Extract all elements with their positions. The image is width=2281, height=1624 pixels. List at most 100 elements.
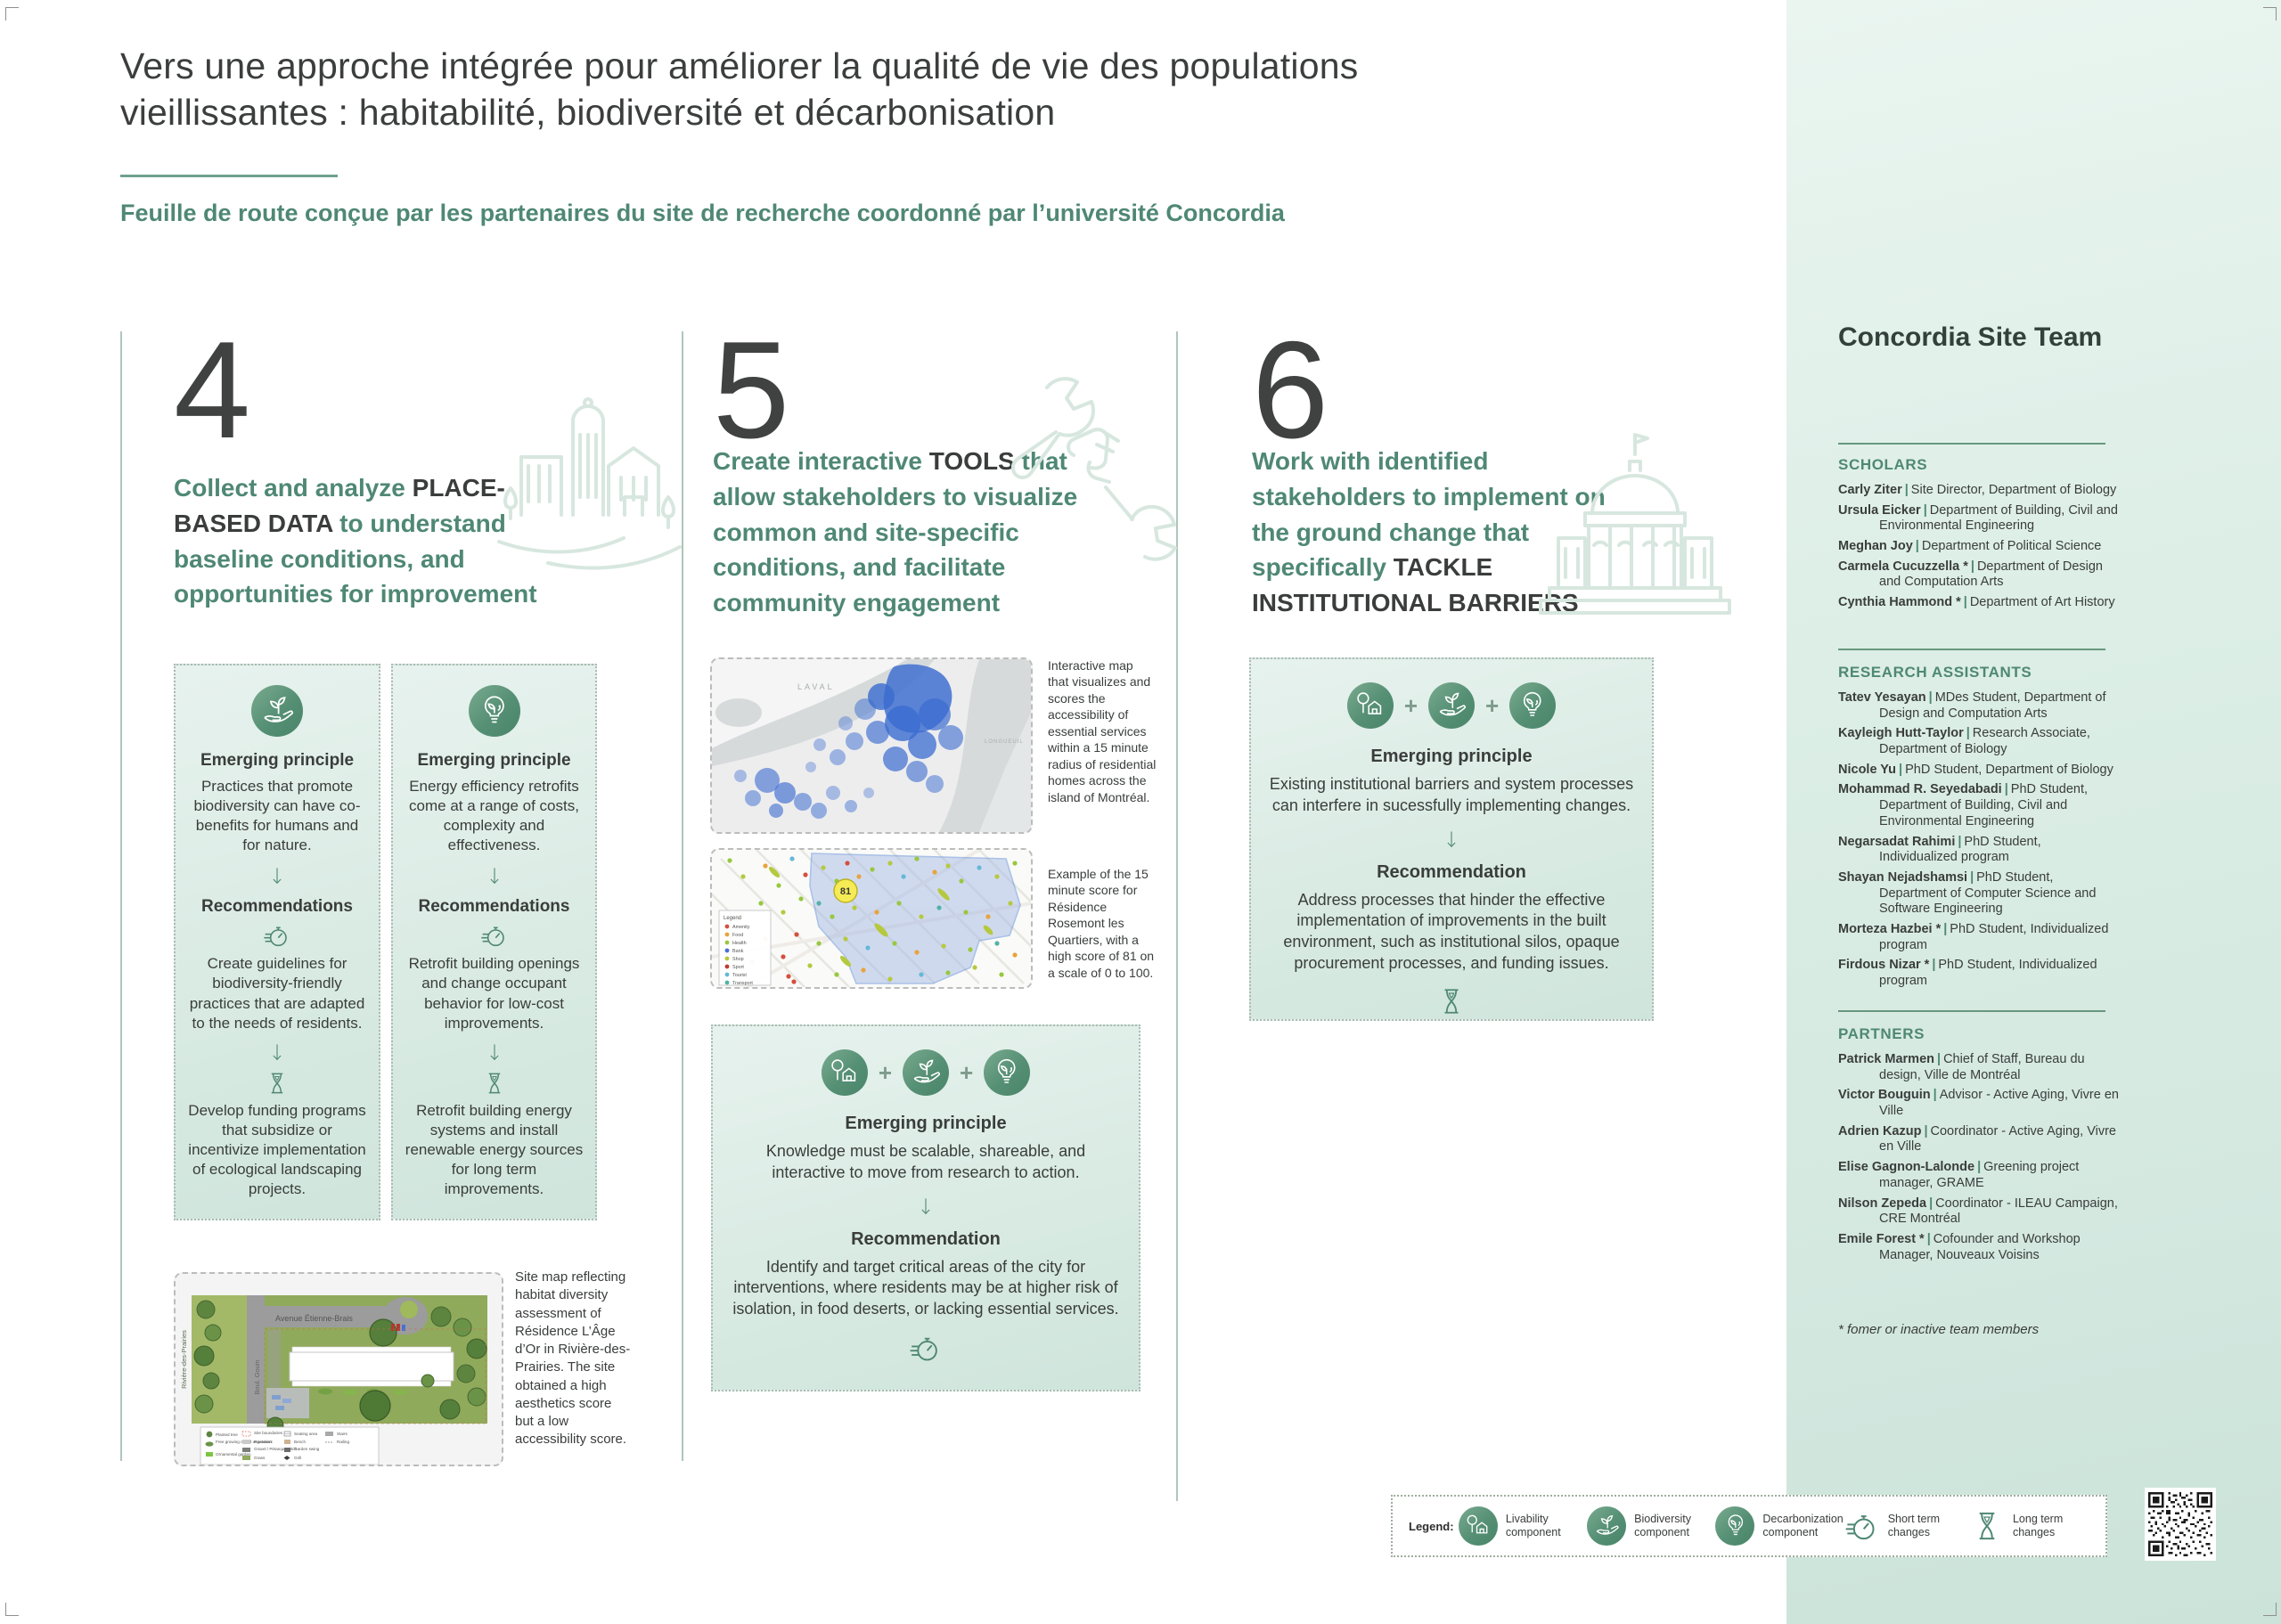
plus-sign: + [960,1058,974,1086]
biodiversity-icon [251,685,303,737]
team-member: Carmela Cucuzzella * | Department of Desig… [1838,559,2103,590]
arrow-down-icon [267,866,287,888]
legend-item: Biodiversity component [1587,1506,1711,1546]
card-emerging-principle-institutional: + + Emerging principle Existing institut… [1249,657,1654,1021]
section-divider [1838,1010,2105,1012]
legend-item-label: Livability component [1505,1513,1561,1538]
arrow-down-icon [916,1196,936,1219]
long-term-icon [1969,1508,2005,1544]
svg-text:Bank: Bank [732,949,744,954]
column-divider [1176,331,1178,1501]
research-assistants-list: Tatev Yesayan | MDes Student, Department o… [1838,690,2122,994]
street-label: Boul. Gouin [253,1359,261,1394]
rosemont-score-map: 81 Legend Amenity Food Health Bank Shop … [710,848,1033,989]
svg-text:Transport: Transport [732,981,753,986]
heading-text: Create interactive [713,447,929,475]
plus-sign: + [1403,691,1418,719]
scholars-header: SCHOLARS [1838,456,1928,473]
heading-emphasis: TOOLS [928,447,1015,475]
team-member: Tatev Yesayan | MDes Student, Department o… [1838,690,2106,721]
recommendations-label: Recommendations [418,897,570,917]
short-term-icon [263,921,291,950]
biodiversity-icon [1428,682,1475,729]
page-title: Vers une approche intégrée pour améliore… [120,43,1546,136]
decarbonization-icon [1715,1506,1755,1546]
site-map-caption: Site map reflecting habitat diversity as… [515,1269,631,1448]
arrow-down-icon [485,866,504,888]
decarbonization-icon [468,685,520,737]
team-member: Shayan Nejadshamsi | PhD Student, Departme… [1838,869,2097,917]
step-number-6: 6 [1252,313,1329,467]
legend-item: Livability component [1458,1506,1582,1546]
qr-code [2145,1488,2216,1561]
map-label-longueuil: LONGUEUIL [985,739,1024,745]
svg-text:Shop: Shop [732,957,744,962]
heading-text: to understand baseline conditions, and o… [174,509,537,608]
legend-item: Decarbonization component [1715,1506,1844,1546]
legend-bar: Legend: Livability component Biodiversit… [1391,1495,2107,1557]
svg-text:Grill: Grill [294,1456,301,1460]
card-emerging-principle-tools: + + Emerging principle Knowledge must be… [711,1024,1140,1391]
score-value: 81 [840,886,851,897]
title-underline [120,175,338,177]
team-member: Ursula Eicker | Department of Building, Ci… [1838,502,2118,534]
river-label: Rivière-des-Prairies [180,1330,188,1389]
team-member: Cynthia Hammond * | Department of Art Hist… [1838,595,2115,610]
component-icons-row: + + [821,1049,1031,1096]
principle-label: Emerging principle [1370,747,1533,766]
montreal-accessibility-map: LAVAL LONGUEUIL [710,657,1033,834]
short-term-icon [480,921,509,950]
partners-list: Patrick Marmen | Chief of Staff, Bureau du… [1838,1052,2122,1268]
principle-label: Emerging principle [417,751,571,770]
arrow-down-icon [485,1042,504,1065]
column-divider [120,331,122,1461]
step-6-heading: Work with identified stakeholders to imp… [1252,444,1644,621]
decarbonization-icon [1509,682,1557,729]
svg-text:Planted tree: Planted tree [216,1432,238,1437]
recommendation-label: Recommendation [851,1228,1001,1249]
score-badge [833,878,858,903]
recommendation-long-text: Develop funding programs that subsidize … [188,1101,366,1198]
rosemont-map-caption: Example of the 15 minute score for Résid… [1048,867,1155,980]
principle-text: Practices that promote biodiversity can … [193,778,361,854]
crop-mark-icon [2263,1603,2277,1616]
long-term-icon [1435,985,1468,1017]
svg-text:Sport: Sport [732,965,744,970]
team-member: Nicole Yu | PhD Student, Department of Bio… [1838,762,2113,777]
former-members-footnote: * fomer or inactive team members [1838,1322,2040,1337]
arrow-down-icon [267,1042,287,1065]
recommendation-text: Address processes that hinder the effect… [1283,890,1620,972]
principle-label: Emerging principle [200,751,355,770]
livability-icon [821,1049,868,1096]
research-assistants-header: RESEARCH ASSISTANTS [1838,664,2032,681]
team-member: Emile Forest * | Cofounder and Workshop Ma… [1838,1231,2081,1262]
street-label: Avenue Étienne-Brais [275,1314,353,1323]
svg-text:Garden swing: Garden swing [294,1447,320,1451]
recommendation-text: Identify and target critical areas of th… [732,1257,1119,1318]
long-term-icon [264,1070,290,1097]
recommendation-long-text: Retrofit building energy systems and ins… [405,1101,584,1198]
scholars-list: Carly Ziter | Site Director, Department of… [1838,483,2122,616]
team-member: Negarsadat Rahimi | PhD Student, Individua… [1838,834,2041,865]
principle-text: Existing institutional barriers and syst… [1269,775,1634,814]
capitol-illustration-icon [1539,433,1731,615]
site-map-legend: Planted tree Free growing mixed vegetati… [200,1426,380,1465]
svg-text:Legend: Legend [724,916,741,921]
livability-icon [1346,682,1394,729]
livability-icon [1458,1506,1498,1546]
tools-illustration-icon [1011,377,1177,561]
team-member: Firdous Nizar * | PhD Student, Individuali… [1838,958,2097,988]
recommendation-label: Recommendation [1377,861,1526,882]
svg-text:Grass: Grass [254,1456,266,1460]
principle-label: Emerging principle [845,1114,1007,1133]
title-line-2: vieillissantes : habitabilité, biodivers… [120,92,1056,134]
heading-text: Work with identified stakeholders to imp… [1252,447,1606,582]
biodiversity-icon [903,1049,949,1096]
team-member: Adrien Kazup | Coordinator - Active Aging,… [1838,1123,2116,1155]
team-member: Victor Bouguin | Advisor - Active Aging, V… [1838,1088,2119,1119]
principle-text: Energy efficiency retrofits come at a ra… [409,778,579,854]
legend-item: Short term changes [1844,1508,1965,1544]
recommendations-label: Recommendations [201,897,353,917]
crop-mark-icon [5,1603,19,1616]
